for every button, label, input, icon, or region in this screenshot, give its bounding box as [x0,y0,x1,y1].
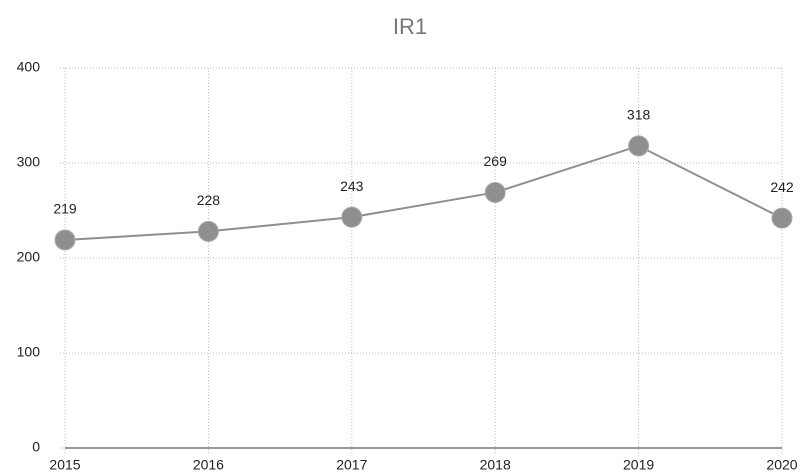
point [771,207,793,229]
data-label: 228 [197,192,221,208]
x-tick-label: 2020 [766,457,797,473]
point [197,220,219,242]
x-tick-label: 2016 [193,457,224,473]
x-tick-label: 2018 [480,457,511,473]
y-tick-label: 100 [17,344,41,360]
data-label: 269 [484,153,508,169]
point [628,135,650,157]
point [54,229,76,251]
x-tick-label: 2017 [336,457,367,473]
line [64,144,783,241]
point [484,181,506,203]
x-tick-label: 2019 [623,457,654,473]
x-tick-label: 2015 [49,457,80,473]
data-label: 242 [770,179,794,195]
y-tick-label: 400 [17,59,41,75]
data-label: 243 [340,178,364,194]
data-label: 318 [627,107,651,123]
y-tick-label: 200 [17,249,41,265]
y-tick-label: 300 [17,154,41,170]
chart-title: IR1 [393,14,427,39]
data-label: 219 [53,201,77,217]
y-tick-label: 0 [32,439,40,455]
point [341,206,363,228]
